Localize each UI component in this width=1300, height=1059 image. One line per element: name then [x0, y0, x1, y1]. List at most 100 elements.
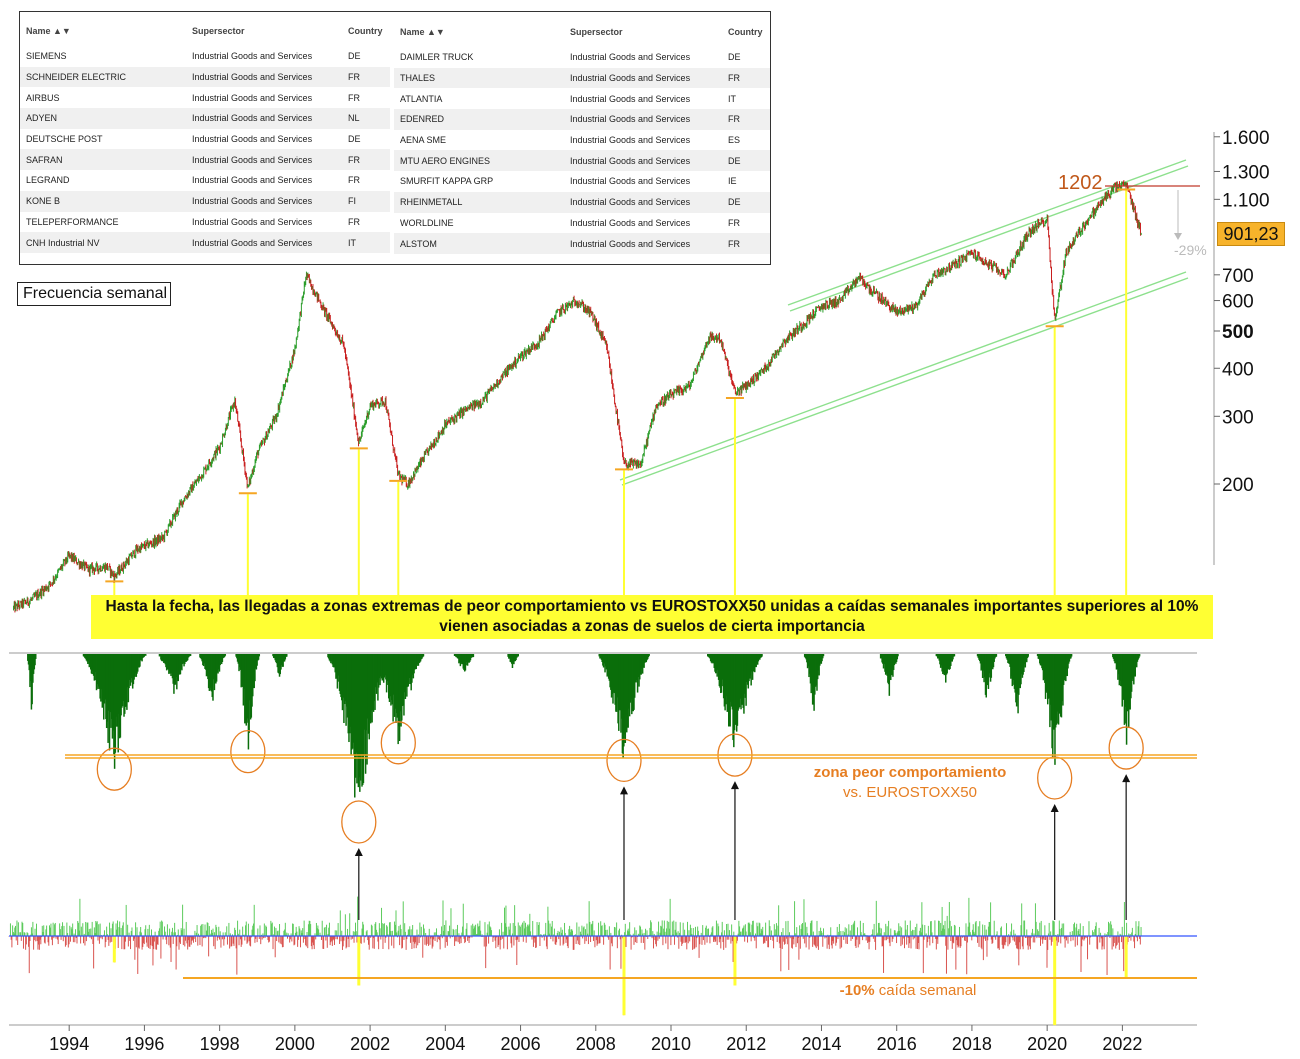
cell-name: RHEINMETALL [394, 191, 564, 213]
table-row[interactable]: LEGRAND Industrial Goods and Services FR [20, 170, 390, 191]
constituents-panel: Name ▲▼ Supersector Country SIEMENS Indus… [19, 11, 771, 265]
cell-name: DEUTSCHE POST [26, 134, 103, 145]
cell-supersector: Industrial Goods and Services [192, 51, 313, 62]
extreme-zone-circle [341, 800, 377, 844]
table-row[interactable]: THALES Industrial Goods and Services FR [394, 67, 770, 89]
extreme-zone-circle [1037, 756, 1073, 800]
arrow-head [730, 781, 739, 790]
table-row[interactable]: KONE B Industrial Goods and Services FI [20, 190, 390, 212]
cell-supersector: Industrial Goods and Services [192, 134, 313, 145]
table-row[interactable]: MTU AERO ENGINES Industrial Goods and Ser… [394, 150, 770, 172]
table-row[interactable]: SAFRAN Industrial Goods and Services FR [20, 149, 390, 171]
price-tick-label: 300 [1222, 407, 1254, 428]
last-price-badge: 901,23 [1217, 222, 1285, 246]
relative-performance-bars [27, 654, 1141, 798]
time-tick-label: 2000 [275, 1034, 315, 1054]
cell-country: FR [342, 149, 390, 171]
arrow-head [1122, 774, 1131, 783]
table-row[interactable]: EDENRED Industrial Goods and Services FR [394, 109, 770, 130]
extreme-zone-circle [96, 747, 132, 791]
price-tick-label: 600 [1222, 292, 1254, 313]
table-row[interactable]: SIEMENS Industrial Goods and Services DE [20, 46, 390, 67]
extreme-zone-circle [380, 721, 416, 765]
col-header-supersector[interactable]: Supersector [564, 17, 722, 47]
table-row[interactable]: SMURFIT KAPPA GRP Industrial Goods and Se… [394, 171, 770, 192]
guide-lines [113, 190, 1128, 598]
cell-name: SIEMENS [26, 51, 67, 62]
table-row[interactable]: CNH Industrial NV Industrial Goods and Se… [20, 232, 390, 253]
cell-name: LEGRAND [26, 175, 70, 186]
table-row[interactable]: AIRBUS Industrial Goods and Services FR [20, 87, 390, 108]
cell-supersector: Industrial Goods and Services [186, 232, 342, 253]
cell-country: DE [722, 150, 770, 172]
cell-supersector: Industrial Goods and Services [564, 191, 722, 213]
table-row[interactable]: AENA SME Industrial Goods and Services ES [394, 130, 770, 151]
cell-name: DAIMLER TRUCK [400, 52, 474, 63]
cell-supersector: Industrial Goods and Services [570, 176, 691, 187]
weekly-drop-strong: -10% [840, 982, 875, 999]
cell-country: FR [348, 92, 360, 103]
table-row[interactable]: TELEPERFORMANCE Industrial Goods and Serv… [20, 212, 390, 233]
table-row[interactable]: DEUTSCHE POST Industrial Goods and Servic… [20, 129, 390, 150]
cell-name: WORLDLINE [400, 217, 454, 228]
table-row[interactable]: ADYEN Industrial Goods and Services NL [20, 108, 390, 129]
cell-supersector: Industrial Goods and Services [570, 93, 691, 104]
col-header-supersector[interactable]: Supersector [186, 16, 342, 46]
col-header-name[interactable]: Name ▲▼ [20, 16, 186, 46]
table-row[interactable]: RHEINMETALL Industrial Goods and Services… [394, 191, 770, 213]
cell-country: FR [722, 233, 770, 254]
cell-country: IT [342, 232, 390, 253]
cell-country: FI [342, 190, 390, 212]
price-tick-label: 400 [1222, 359, 1254, 380]
table-row[interactable]: SCHNEIDER ELECTRIC Industrial Goods and S… [20, 66, 390, 88]
cell-name: ALSTOM [394, 233, 564, 254]
col-header-country[interactable]: Country [722, 17, 770, 47]
cell-supersector: Industrial Goods and Services [192, 216, 313, 227]
time-tick-label: 1998 [200, 1034, 240, 1054]
cell-supersector: Industrial Goods and Services [570, 52, 691, 63]
cell-name: SCHNEIDER ELECTRIC [20, 66, 186, 88]
cell-country: ES [728, 135, 741, 146]
cell-country: FR [728, 217, 740, 228]
col-header-name[interactable]: Name ▲▼ [394, 17, 564, 47]
time-tick-label: 2008 [576, 1034, 616, 1054]
table-row[interactable]: ALSTOM Industrial Goods and Services FR [394, 233, 770, 254]
table-row[interactable]: ATLANTIA Industrial Goods and Services IT [394, 88, 770, 109]
cell-supersector: Industrial Goods and Services [564, 233, 722, 254]
cell-country: FR [348, 175, 360, 186]
cell-supersector: Industrial Goods and Services [186, 190, 342, 212]
cell-supersector: Industrial Goods and Services [186, 108, 342, 129]
cell-supersector: Industrial Goods and Services [186, 66, 342, 88]
table-row[interactable]: WORLDLINE Industrial Goods and Services FR [394, 213, 770, 234]
cell-name: THALES [394, 67, 564, 89]
cell-name: ADYEN [20, 108, 186, 129]
time-tick-label: 2022 [1102, 1034, 1142, 1054]
time-tick-label: 2010 [651, 1034, 691, 1054]
drawdown-arrow-head [1174, 233, 1182, 240]
price-tick-label: 200 [1222, 475, 1254, 496]
constituents-table-right: Name ▲▼ Supersector Country DAIMLER TRUC… [394, 17, 770, 254]
time-tick-label: 1996 [124, 1034, 164, 1054]
cell-name: SMURFIT KAPPA GRP [400, 176, 494, 187]
col-header-country[interactable]: Country [342, 16, 390, 46]
arrow-head [619, 786, 628, 795]
zone-label-line1: zona peor comportamiento [814, 764, 1007, 781]
weekly-drop-rest: caída semanal [875, 982, 977, 999]
cell-country: FR [722, 109, 770, 130]
weekly-change-bars [8, 896, 1142, 1026]
time-tick-label: 2014 [801, 1034, 841, 1054]
cell-supersector: Industrial Goods and Services [564, 109, 722, 130]
cell-supersector: Industrial Goods and Services [192, 92, 313, 103]
cell-name: TELEPERFORMANCE [26, 216, 119, 227]
extreme-zone-circles [96, 721, 1144, 844]
extreme-zone-circle [1108, 726, 1144, 770]
time-tick-label: 2020 [1027, 1034, 1067, 1054]
constituents-table-left: Name ▲▼ Supersector Country SIEMENS Indus… [20, 16, 390, 253]
time-tick-label: 2006 [501, 1034, 541, 1054]
arrow-head [354, 848, 363, 856]
cell-name: SAFRAN [20, 149, 186, 171]
cell-name: ATLANTIA [400, 93, 443, 104]
table-row[interactable]: DAIMLER TRUCK Industrial Goods and Servic… [394, 47, 770, 68]
